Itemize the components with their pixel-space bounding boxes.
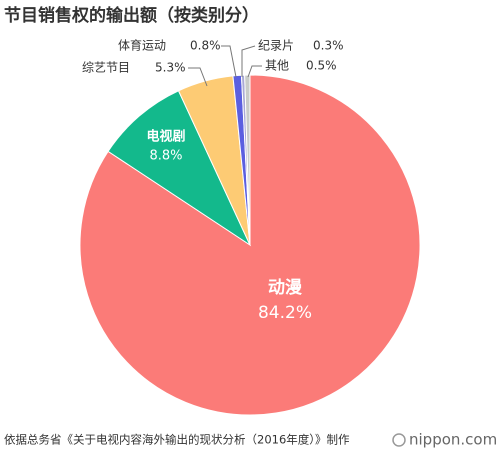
pie-slice (107, 90, 252, 247)
pie-slice (244, 74, 251, 246)
leader-line (247, 65, 262, 78)
value-label: 0.5% (306, 59, 337, 73)
value-label: 0.3% (313, 39, 344, 53)
brand: nippon.com (409, 431, 497, 449)
leader-line (241, 45, 256, 77)
slice-label: 其他 (265, 59, 289, 73)
leader-line (221, 45, 237, 78)
value-label: 8.8% (149, 149, 182, 164)
chart-title: 节目销售权的输出额（按类别分） (4, 5, 259, 26)
source-note: 依据总务省《关于电视内容海外输出的现状分析（2016年度）》制作 (4, 433, 350, 447)
brand-icon (392, 433, 406, 447)
value-label: 84.2% (258, 303, 312, 323)
slice-label: 纪录片 (258, 39, 294, 53)
slice-label: 电视剧 (146, 129, 185, 145)
slice-label: 动漫 (268, 277, 303, 298)
slice-label: 综艺节目 (82, 61, 130, 75)
leader-line (188, 67, 208, 87)
value-label: 5.3% (155, 61, 186, 75)
slice-label: 体育运动 (118, 38, 166, 53)
value-label: 0.8% (190, 39, 221, 53)
pie (79, 74, 421, 416)
